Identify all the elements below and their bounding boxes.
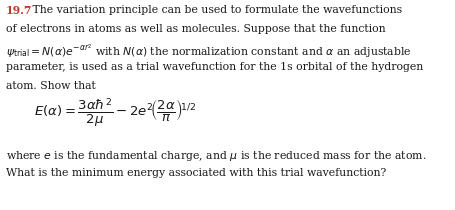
Text: parameter, is used as a trial wavefunction for the 1s orbital of the hydrogen: parameter, is used as a trial wavefuncti… bbox=[6, 62, 422, 72]
Text: atom. Show that: atom. Show that bbox=[6, 81, 96, 91]
Text: What is the minimum energy associated with this trial wavefunction?: What is the minimum energy associated wi… bbox=[6, 168, 385, 178]
Text: where $e$ is the fundamental charge, and $\mu$ is the reduced mass for the atom.: where $e$ is the fundamental charge, and… bbox=[6, 149, 425, 163]
Text: $\psi_{\mathrm{trial}} = N(\alpha)e^{-\alpha r^2}$ with $N(\alpha)$ the normaliz: $\psi_{\mathrm{trial}} = N(\alpha)e^{-\a… bbox=[6, 43, 411, 60]
Text: The variation principle can be used to formulate the wavefunctions: The variation principle can be used to f… bbox=[29, 5, 401, 15]
Text: $E(\alpha) = \dfrac{3\alpha\hbar^2}{2\mu} - 2e^2\!\left(\dfrac{2\alpha}{\pi}\rig: $E(\alpha) = \dfrac{3\alpha\hbar^2}{2\mu… bbox=[34, 97, 196, 129]
Text: of electrons in atoms as well as molecules. Suppose that the function: of electrons in atoms as well as molecul… bbox=[6, 24, 385, 34]
Text: 19.7: 19.7 bbox=[6, 5, 32, 16]
